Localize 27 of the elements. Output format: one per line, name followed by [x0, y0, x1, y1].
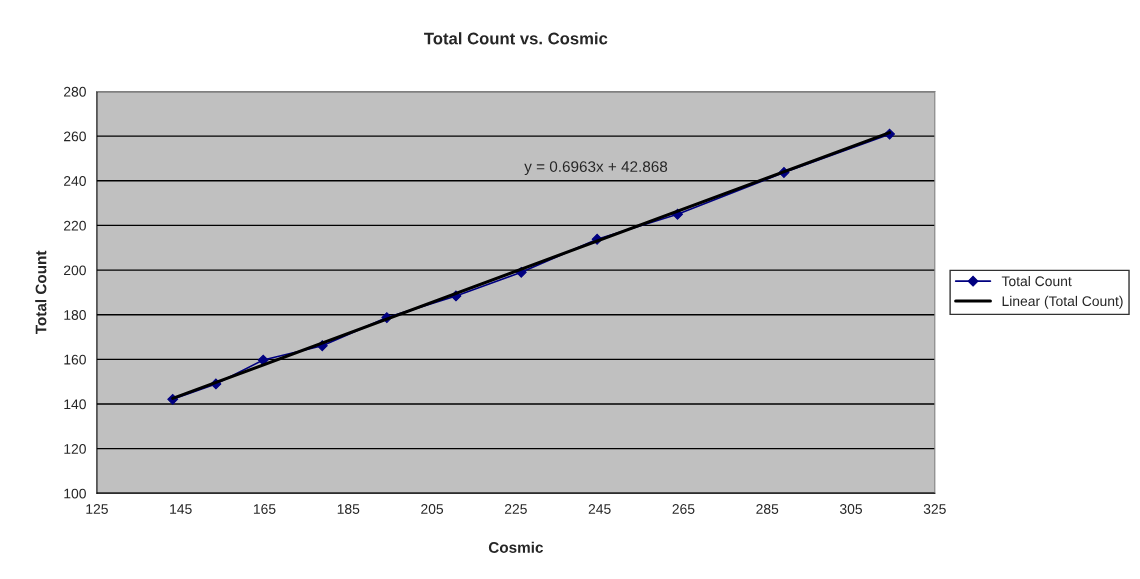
y-tick-label: 260	[64, 131, 86, 142]
x-tick-label: 325	[923, 504, 946, 514]
x-tick-label: 185	[337, 504, 360, 514]
y-axis-title: Total Count	[35, 250, 47, 335]
y-tick-label: 240	[64, 176, 86, 186]
x-tick-label: 225	[504, 504, 527, 514]
x-tick-label: 125	[86, 504, 108, 514]
chart-title: Total Count vs. Cosmic	[424, 32, 608, 45]
x-tick-label: 245	[588, 504, 611, 514]
x-tick-label: 305	[839, 504, 863, 514]
x-tick-label: 285	[756, 504, 779, 514]
y-tick-label: 280	[64, 86, 86, 97]
x-tick-label: 265	[672, 504, 695, 514]
legend-label: Linear (Total Count)	[1002, 295, 1123, 309]
x-axis-title: Cosmic	[488, 541, 543, 553]
y-tick-label: 160	[64, 354, 86, 365]
y-tick-label: 180	[64, 310, 86, 320]
y-tick-label: 120	[64, 443, 86, 454]
y-tick-label: 220	[64, 220, 86, 231]
y-tick-label: 100	[64, 488, 86, 499]
y-tick-label: 140	[64, 399, 86, 410]
x-tick-label: 205	[421, 504, 444, 514]
x-tick-label: 165	[253, 504, 276, 514]
y-tick-label: 200	[64, 265, 86, 276]
legend-label: Total Count	[1001, 275, 1072, 287]
annotation: y = 0.6963x + 42.868	[524, 161, 668, 176]
x-tick-label: 145	[170, 504, 192, 514]
